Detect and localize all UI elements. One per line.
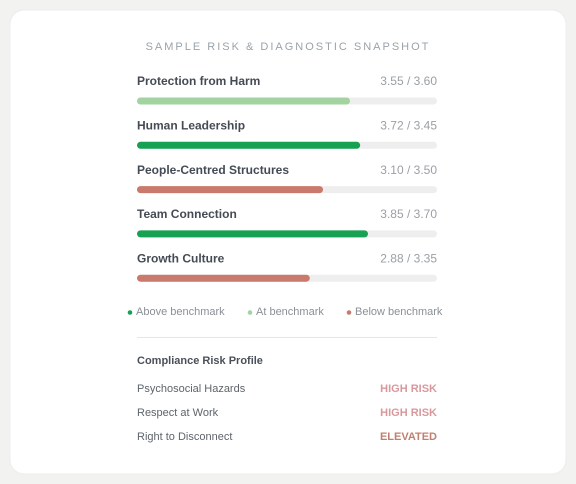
bar bbox=[137, 141, 361, 149]
legend-dot bbox=[127, 310, 133, 315]
metric-score: 3.85 / 3.70 bbox=[380, 207, 437, 221]
metric-score: 3.10 / 3.50 bbox=[380, 163, 437, 177]
legend-label: At benchmark bbox=[256, 306, 324, 318]
bar bbox=[137, 186, 323, 194]
bar bbox=[137, 230, 368, 238]
metric-label: Human Leadership bbox=[137, 118, 245, 132]
risk-status: HIGH RISK bbox=[380, 383, 437, 395]
legend-dot bbox=[247, 310, 253, 315]
legend-label: Below benchmark bbox=[355, 306, 443, 318]
metric-label: Team Connection bbox=[137, 207, 237, 221]
metric-label: People-Centred Structures bbox=[137, 163, 289, 177]
bar bbox=[137, 274, 310, 282]
metric-score: 2.88 / 3.35 bbox=[380, 251, 437, 265]
metric-label: Growth Culture bbox=[137, 251, 225, 265]
section-title: Compliance Risk Profile bbox=[137, 355, 263, 367]
metric-score: 3.55 / 3.60 bbox=[380, 74, 437, 88]
bar bbox=[137, 97, 350, 105]
risk-label: Respect at Work bbox=[137, 407, 219, 419]
risk-label: Right to Disconnect bbox=[137, 431, 232, 443]
risk-label: Psychosocial Hazards bbox=[137, 383, 246, 395]
card bbox=[9, 9, 567, 475]
metric-label: Protection from Harm bbox=[137, 74, 260, 88]
legend-dot bbox=[346, 310, 352, 315]
risk-status: HIGH RISK bbox=[380, 407, 437, 419]
risk-status: ELEVATED bbox=[380, 431, 437, 443]
card-title: SAMPLE RISK & DIAGNOSTIC SNAPSHOT bbox=[146, 41, 431, 53]
legend-label: Above benchmark bbox=[136, 306, 225, 318]
metric-score: 3.72 / 3.45 bbox=[380, 118, 437, 132]
